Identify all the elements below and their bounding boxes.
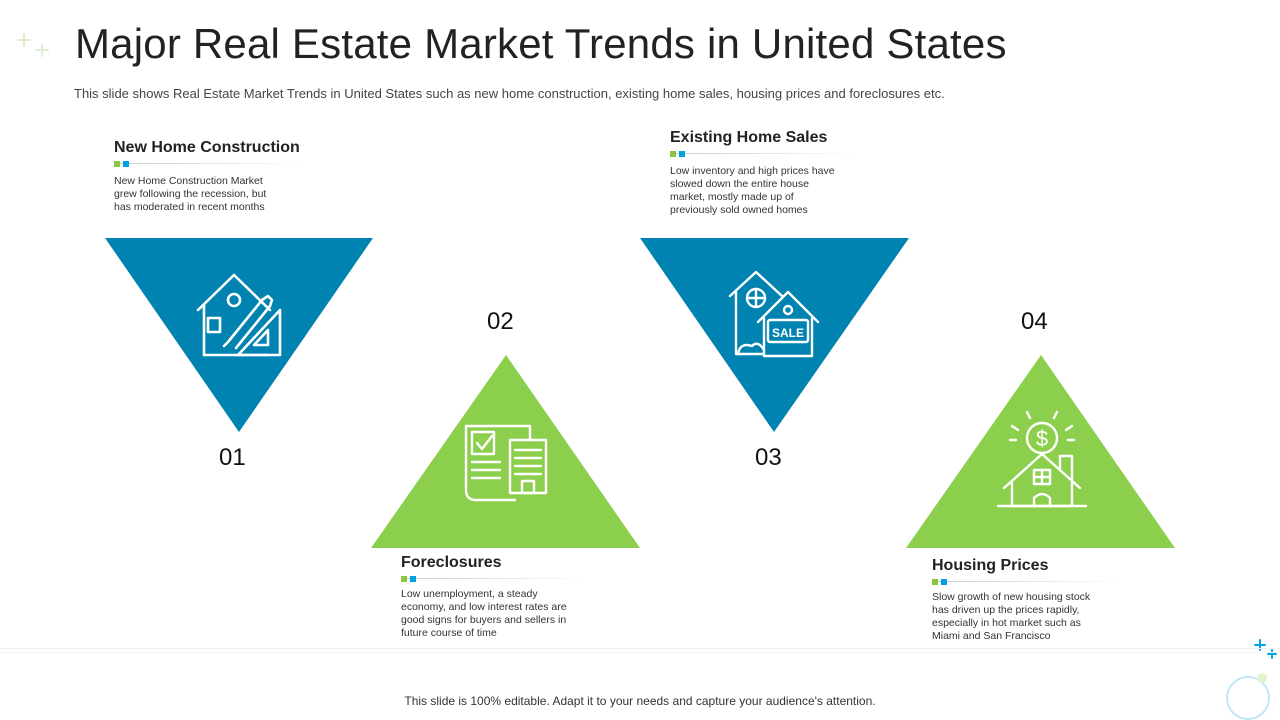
card-heading: Existing Home Sales xyxy=(670,129,828,146)
document-building-icon xyxy=(464,424,548,502)
page-subtitle: This slide shows Real Estate Market Tren… xyxy=(74,86,945,101)
card-housing-prices: Housing Prices Slow growth of new housin… xyxy=(932,557,1132,643)
house-sale-icon xyxy=(728,270,820,358)
card-foreclosures: Foreclosures Low unemployment, a steady e… xyxy=(401,554,601,640)
footer-divider xyxy=(0,648,1280,649)
triangle-01 xyxy=(105,238,373,432)
triangle-02 xyxy=(371,355,640,548)
card-existing-home-sales: Existing Home Sales Low inventory and hi… xyxy=(670,129,870,217)
card-description: Low unemployment, a steady economy, and l… xyxy=(401,588,567,639)
dollar-sign-glyph: $ xyxy=(1036,426,1048,451)
card-new-home-construction: New Home Construction New Home Construct… xyxy=(114,139,314,214)
decorative-circle xyxy=(1226,676,1270,720)
card-divider xyxy=(932,579,1132,585)
sparkle-icon-bottom-right xyxy=(1254,639,1277,659)
card-heading: New Home Construction xyxy=(114,139,300,156)
footer-divider-secondary xyxy=(0,652,1280,653)
step-number-04: 04 xyxy=(1021,308,1048,335)
page-title: Major Real Estate Market Trends in Unite… xyxy=(75,20,1007,67)
decorative-dot xyxy=(1257,673,1267,683)
card-divider xyxy=(114,161,314,167)
footer-note: This slide is 100% editable. Adapt it to… xyxy=(404,694,876,708)
card-description: New Home Construction Market grew followi… xyxy=(114,175,267,213)
card-divider xyxy=(401,576,601,582)
step-number-01: 01 xyxy=(219,444,246,471)
card-heading: Housing Prices xyxy=(932,557,1049,574)
house-blueprint-icon xyxy=(196,273,282,357)
triangle-03 xyxy=(640,238,909,432)
card-description: Low inventory and high prices have slowed… xyxy=(670,165,835,216)
card-divider xyxy=(670,151,870,157)
house-dollar-icon xyxy=(996,410,1088,508)
card-description: Slow growth of new housing stock has driv… xyxy=(932,591,1091,642)
step-number-02: 02 xyxy=(487,308,514,335)
card-heading: Foreclosures xyxy=(401,554,502,571)
step-number-03: 03 xyxy=(755,444,782,471)
sale-sign-text: SALE xyxy=(772,326,804,340)
triangle-04 xyxy=(906,355,1175,548)
sparkle-icon xyxy=(17,33,49,57)
